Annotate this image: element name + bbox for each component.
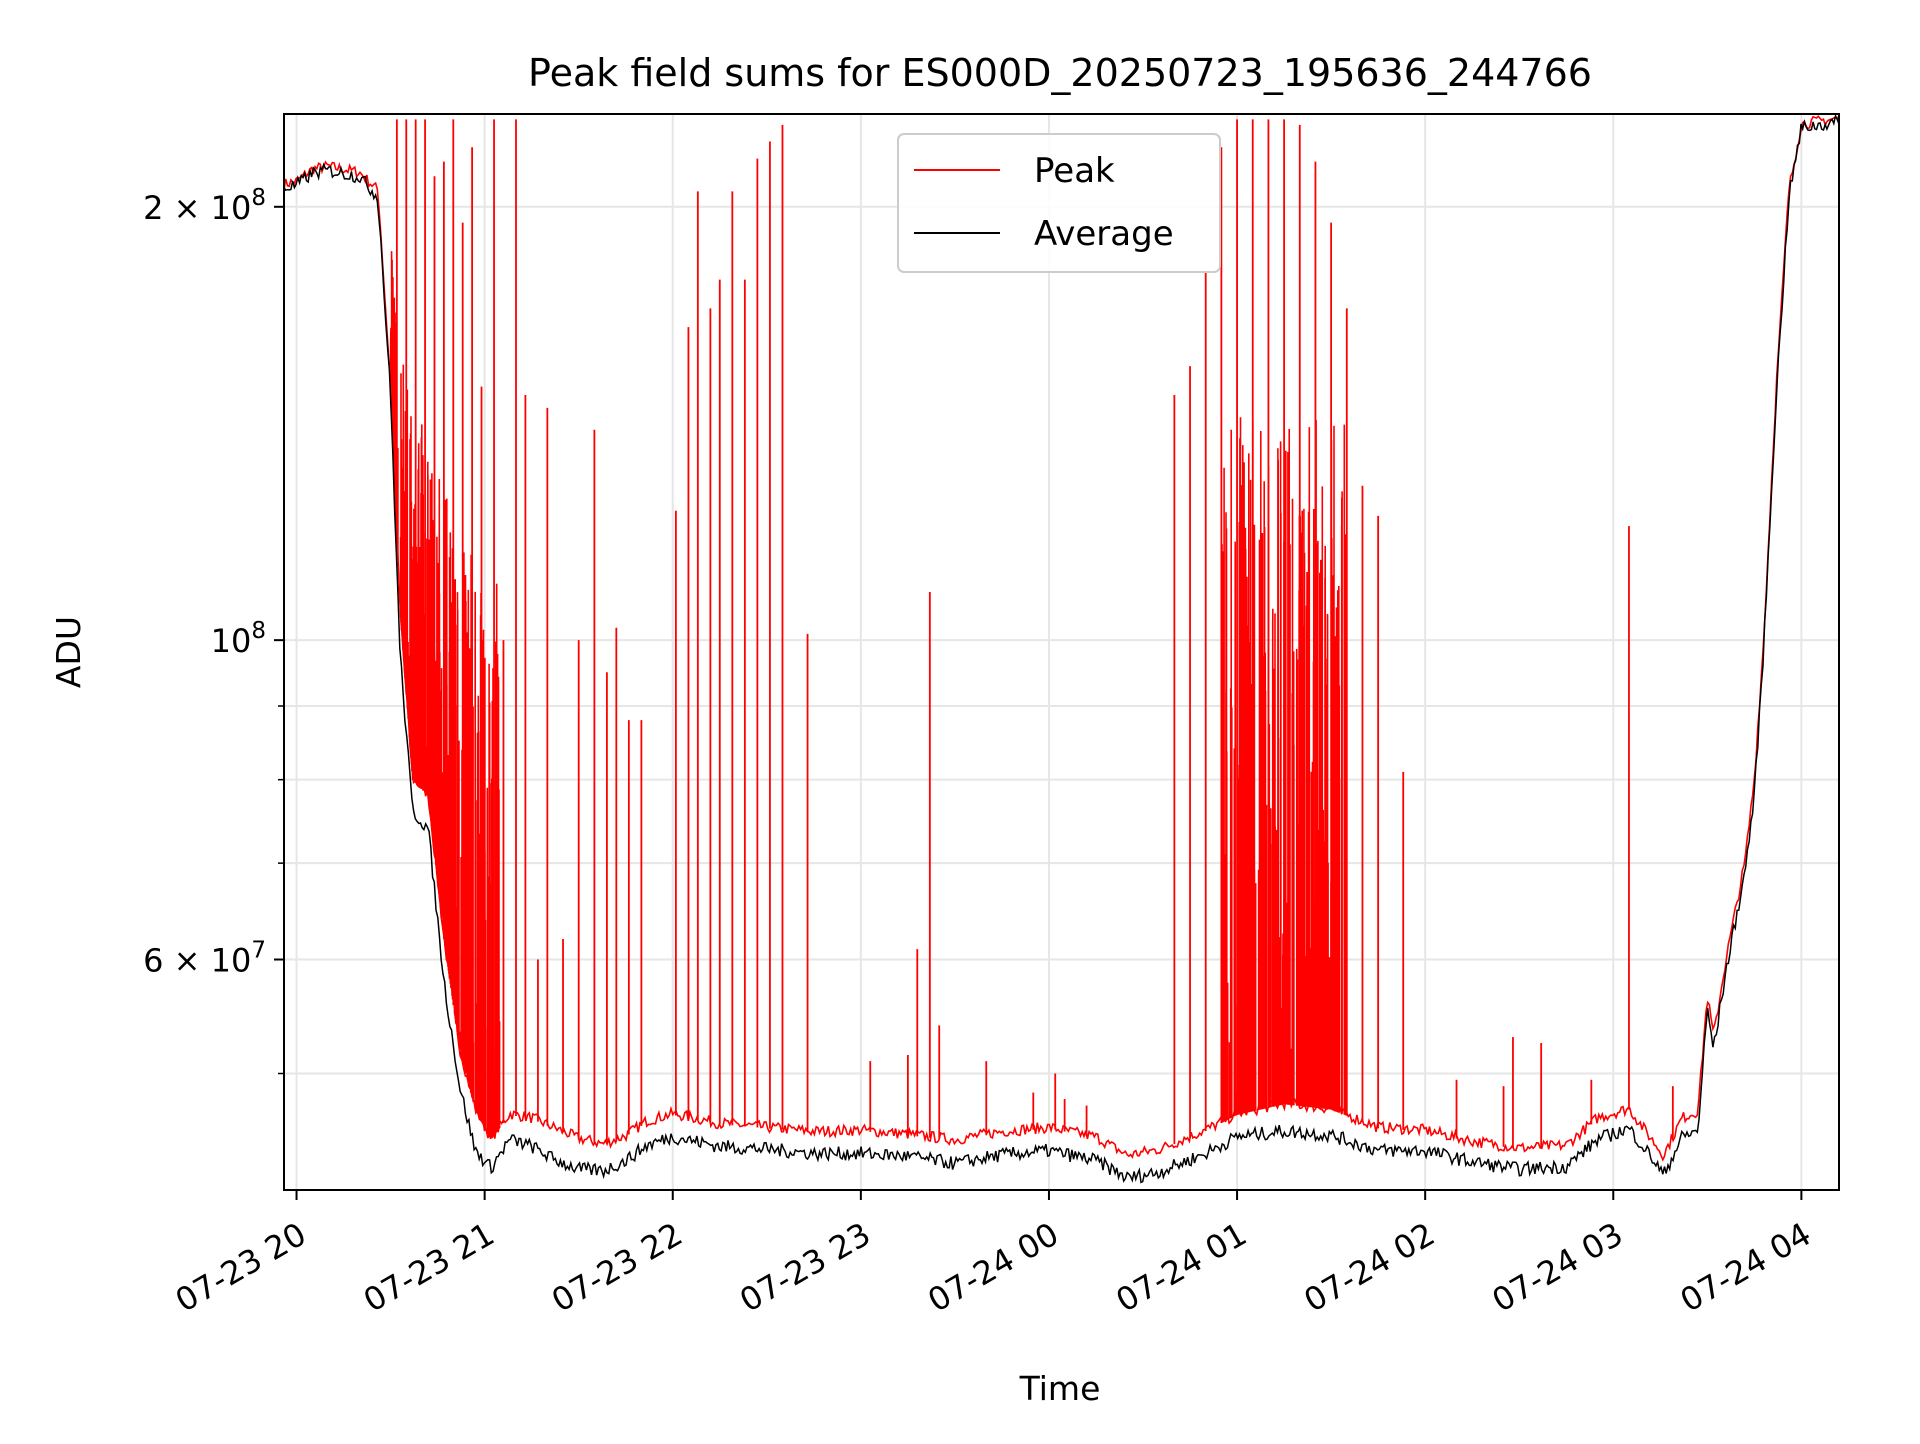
chart-title: Peak field sums for ES000D_20250723_1956… [528, 51, 1592, 95]
legend-box [897, 133, 1221, 273]
peak-series-line [283, 115, 1840, 1162]
average-series-layer [283, 113, 1840, 1184]
plot-frame [283, 113, 1840, 1191]
legend-peak-label: Peak [1034, 151, 1115, 191]
x-axis-label: Time [1019, 1369, 1101, 1408]
legend-average-label: Average [1034, 214, 1174, 254]
y-axis-label: ADU [49, 616, 88, 688]
y-tick-label: 2 × 108 [143, 185, 266, 227]
average-series-line [283, 113, 1840, 1184]
legend: Peak Average [897, 133, 1221, 273]
peak-series-layer [283, 115, 1840, 1162]
y-tick-label: 108 [211, 618, 266, 660]
y-tick-label: 6 × 107 [143, 938, 266, 980]
